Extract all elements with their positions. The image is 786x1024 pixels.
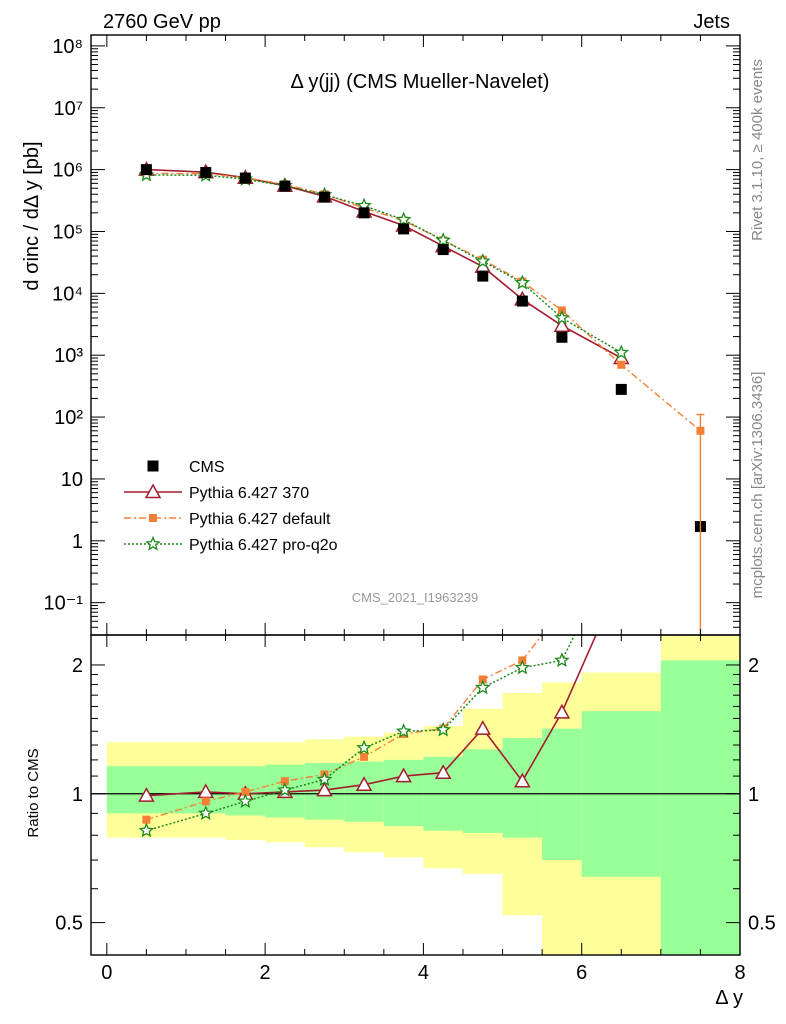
cms-data-point (615, 383, 627, 395)
pythia-pro-q2o-point (197, 805, 214, 820)
pythia-pro-q2o-point (237, 793, 254, 808)
legend-label-data: CMS (189, 459, 225, 476)
y-tick-main-label: 1 (72, 531, 83, 553)
pythia-370-point (355, 776, 373, 791)
cms-data-point (477, 270, 489, 282)
pythia-pro-q2o-point (435, 232, 451, 247)
rivet-version-label: Rivet 3.1.10, ≥ 400k events (749, 59, 766, 241)
band-inner-bin (502, 738, 543, 838)
pythia-pro-q2o-point (554, 309, 570, 325)
pythia-370-point (553, 317, 571, 332)
pythia-pro-q2o-point (277, 781, 293, 797)
ratio-uncertainty-bands (106, 635, 740, 955)
ratio-plot-frame (90, 634, 741, 956)
y-tick-main-label: 10⁸ (52, 36, 83, 58)
pythia-pro-q2o-point (474, 679, 491, 695)
x-tick-label: 4 (418, 962, 429, 984)
pythia-default-point (142, 815, 151, 824)
legend-label-pq2o: Pythia 6.427 pro-q2o (189, 537, 338, 554)
cms-data-point (437, 244, 449, 256)
y-tick-ratio-label-right: 2 (748, 655, 759, 677)
y-tick-main-label: 10⁴ (52, 283, 83, 305)
pythia-pro-q2o-point (514, 659, 531, 675)
plot-title: Δ y(jj) (CMS Mueller-Navelet) (291, 71, 550, 93)
header-right-label: Jets (693, 11, 730, 33)
cms-data-point (279, 180, 291, 192)
pythia-370-point (474, 720, 492, 735)
pythia-default-point (149, 514, 157, 522)
y-tick-main-label: 10⁷ (54, 98, 83, 120)
pythia-pro-q2o-point (138, 822, 155, 838)
y-tick-main-label: 10³ (54, 345, 83, 367)
x-axis-label: Δ y (715, 987, 743, 1009)
pythia-pro-q2o-point (145, 535, 161, 551)
pythia-pro-q2o-point (395, 723, 412, 738)
pythia-default-point (360, 752, 369, 761)
pythia-pro-q2o-point (554, 652, 570, 668)
main-y-axis-label: d σinc / dΔ y [pb] (21, 141, 43, 290)
pythia-pro-q2o-point (435, 721, 451, 737)
cms-data-point (200, 166, 212, 178)
cms-data-point (398, 223, 410, 235)
p370-series-line (146, 168, 622, 359)
header-left-label: 2760 GeV pp (103, 11, 221, 33)
y-tick-ratio-label-left: 2 (72, 655, 83, 677)
y-tick-ratio-label-left: 0.5 (55, 913, 83, 935)
y-tick-ratio-label-left: 1 (72, 784, 83, 806)
x-tick-label: 0 (101, 962, 112, 984)
cms-data-point (358, 207, 370, 219)
pythia-370-point (138, 787, 155, 802)
y-tick-main-label: 10⁵ (52, 221, 83, 243)
pythia-default-point (201, 797, 210, 806)
pythia-370-point (553, 703, 571, 719)
pythia-370-point (316, 781, 333, 797)
cms-data-point (140, 164, 152, 176)
band-inner-bin (462, 749, 503, 833)
cms-data-point (318, 191, 330, 203)
band-inner-bin (344, 761, 384, 822)
y-tick-main-label: 10⁶ (53, 160, 83, 182)
pythia-default-point (617, 360, 626, 369)
ratio-series-group (138, 635, 597, 838)
legend-label-p370: Pythia 6.427 370 (189, 485, 309, 502)
pythia-370-point (144, 483, 162, 499)
pythia-pro-q2o-point (356, 739, 372, 755)
plot-title-text: Δ y(jj) (CMS Mueller-Navelet) (291, 71, 550, 93)
pythia-370-point (434, 764, 452, 779)
y-tick-ratio-label-right: 0.5 (748, 913, 776, 935)
analysis-tag: CMS_2021_I1963239 (352, 590, 479, 605)
pq2o-series-line (146, 174, 622, 354)
y-tick-main-label: 10 (61, 469, 83, 491)
pythia-default-point (241, 787, 250, 796)
x-tick-label: 2 (260, 962, 271, 984)
cms-data-point (239, 172, 251, 184)
cms-data-point (147, 460, 159, 472)
pythia-370-point (514, 772, 531, 788)
pythia-370-point (395, 767, 412, 783)
legend-label-pdefault: Pythia 6.427 default (189, 511, 331, 528)
main-series-group (138, 161, 706, 635)
pq2o-series-line (146, 635, 576, 832)
band-inner-bin (660, 660, 740, 955)
cms-data-point (556, 331, 568, 343)
pythia-pro-q2o-point (613, 344, 630, 360)
y-tick-main-label: 10⁻¹ (44, 593, 84, 615)
pythia-pro-q2o-point (514, 274, 531, 290)
pythia-default-point (478, 675, 487, 684)
pythia-pro-q2o-point (395, 211, 412, 227)
pythia-default-point (280, 777, 289, 786)
x-tick-label: 6 (576, 962, 587, 984)
y-tick-main-label: 10² (54, 407, 83, 429)
pythia-pro-q2o-point (474, 253, 491, 268)
x-tick-label: 8 (734, 962, 745, 984)
ratio-y-axis-label: Ratio to CMS (25, 748, 42, 837)
mcplots-label: mcplots.cern.ch [arXiv:1306.3436] (749, 372, 766, 599)
pythia-pro-q2o-point (316, 771, 333, 787)
legend: CMS Pythia 6.427 370 Pythia 6.427 default P… (124, 459, 338, 554)
axis-ticks: 0 2 4 6 8 10⁻¹ 1 10 10² 10³ 10⁴ 10⁵ 10⁶ 10⁷ 10⁸ 0.5 0.5 1… (44, 35, 776, 984)
plot-frames (90, 34, 741, 956)
y-tick-ratio-label-right: 1 (748, 784, 759, 806)
cms-data-point (516, 295, 528, 307)
